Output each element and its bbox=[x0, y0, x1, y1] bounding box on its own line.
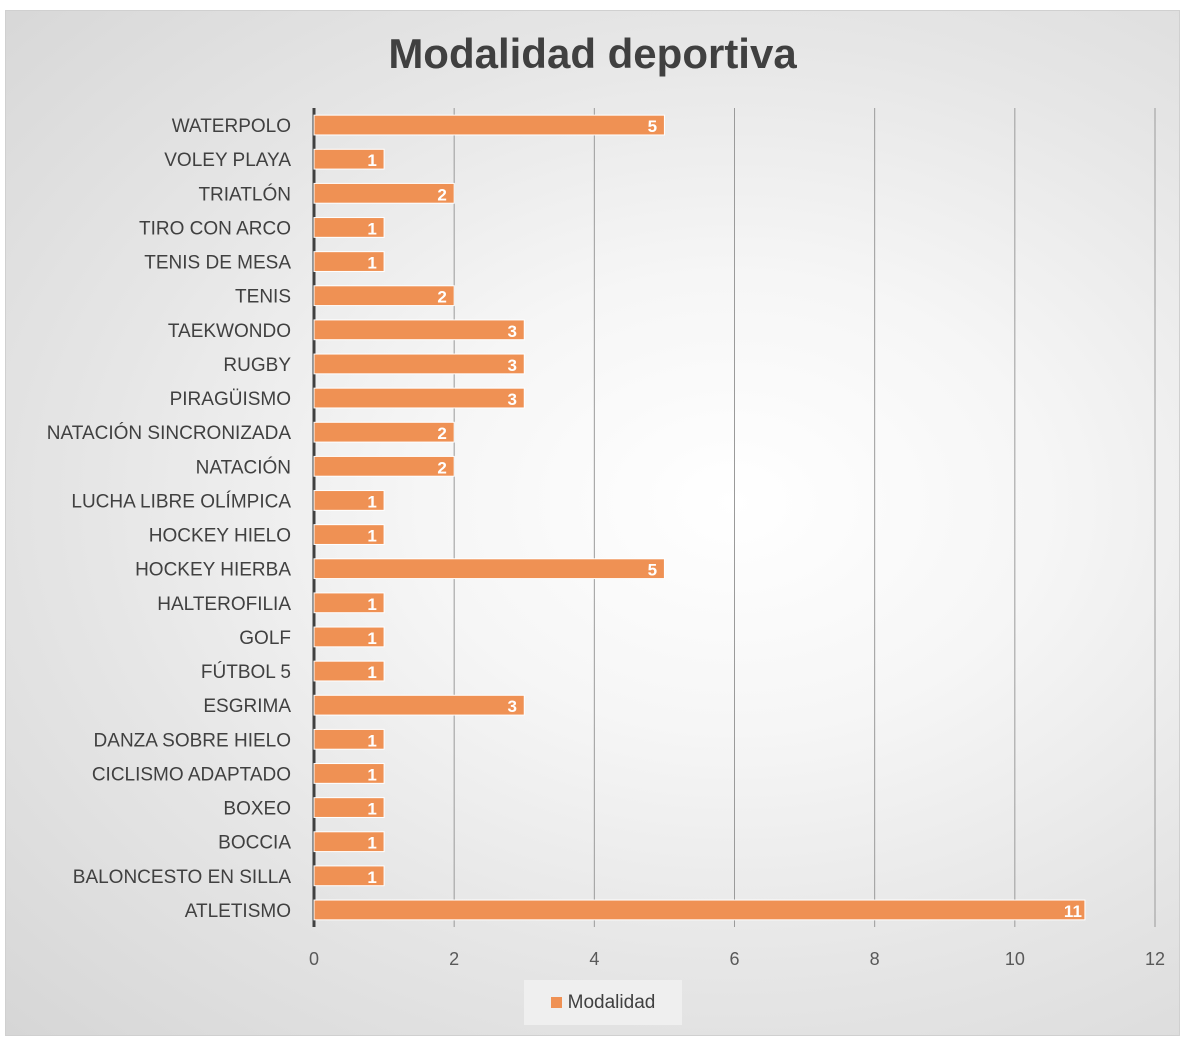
data-label: 3 bbox=[508, 697, 517, 716]
data-label: 1 bbox=[367, 629, 376, 648]
category-label: ATLETISMO bbox=[185, 901, 291, 922]
bar bbox=[313, 865, 385, 887]
data-label: 1 bbox=[367, 595, 376, 614]
legend-label: Modalidad bbox=[567, 991, 656, 1013]
category-label: TRIATLÓN bbox=[198, 183, 291, 205]
bar bbox=[313, 797, 385, 818]
category-label: PIRAGÜISMO bbox=[170, 389, 291, 410]
bar bbox=[313, 148, 385, 170]
data-label: 3 bbox=[508, 356, 517, 375]
bar bbox=[313, 114, 665, 136]
x-tick-label: 0 bbox=[309, 949, 319, 969]
data-label: 2 bbox=[437, 288, 446, 307]
category-label: BALONCESTO EN SILLA bbox=[73, 867, 292, 888]
bar bbox=[313, 353, 525, 375]
category-label: GOLF bbox=[239, 628, 291, 649]
x-tick-label: 8 bbox=[870, 949, 880, 969]
data-label: 1 bbox=[367, 492, 376, 511]
data-label: 1 bbox=[367, 527, 376, 546]
data-label: 1 bbox=[367, 219, 376, 238]
data-label: 2 bbox=[437, 185, 446, 204]
x-tick-label: 12 bbox=[1145, 949, 1165, 969]
bar bbox=[313, 626, 385, 648]
data-label: 1 bbox=[367, 254, 376, 273]
category-label: LUCHA LIBRE OLÍMPICA bbox=[71, 491, 291, 512]
data-label: 1 bbox=[367, 765, 376, 784]
chart-area bbox=[5, 10, 1180, 1036]
legend: Modalidad bbox=[524, 980, 682, 1025]
data-label: 1 bbox=[367, 151, 376, 170]
bar bbox=[313, 217, 385, 238]
category-label: HOCKEY HIELO bbox=[149, 526, 291, 547]
data-label: 1 bbox=[367, 868, 376, 887]
data-label: 2 bbox=[437, 424, 446, 443]
data-label: 2 bbox=[437, 458, 446, 477]
category-label: BOXEO bbox=[223, 799, 291, 820]
legend-swatch bbox=[550, 997, 562, 1008]
data-label: 3 bbox=[508, 390, 517, 409]
category-label: CICLISMO ADAPTADO bbox=[92, 764, 291, 785]
category-label: HOCKEY HIERBA bbox=[135, 560, 291, 581]
x-tick-label: 6 bbox=[729, 949, 739, 969]
category-label: TENIS bbox=[235, 287, 291, 308]
bar bbox=[313, 387, 525, 409]
category-label: TAEKWONDO bbox=[168, 321, 291, 342]
category-label: FÚTBOL 5 bbox=[201, 661, 291, 683]
data-label: 1 bbox=[367, 834, 376, 853]
bar bbox=[313, 421, 455, 443]
bar bbox=[313, 319, 525, 341]
bar bbox=[313, 490, 385, 511]
bar bbox=[313, 285, 455, 307]
bar bbox=[313, 524, 385, 545]
bar bbox=[313, 558, 665, 580]
x-tick-label: 4 bbox=[589, 949, 599, 969]
bar bbox=[313, 728, 385, 750]
bar bbox=[313, 660, 385, 682]
bar bbox=[313, 763, 385, 784]
category-label: RUGBY bbox=[223, 355, 291, 376]
data-label: 5 bbox=[648, 117, 657, 136]
bar bbox=[313, 592, 385, 614]
category-label: DANZA SOBRE HIELO bbox=[94, 730, 291, 751]
category-label: TIRO CON ARCO bbox=[139, 218, 291, 239]
category-label: WATERPOLO bbox=[172, 116, 291, 137]
bar bbox=[313, 899, 1086, 921]
category-label: NATACIÓN bbox=[196, 456, 291, 478]
category-label: TENIS DE MESA bbox=[144, 253, 291, 274]
data-label: 11 bbox=[1064, 902, 1082, 921]
bar bbox=[313, 251, 385, 272]
category-label: HALTEROFILIA bbox=[157, 594, 291, 615]
bar bbox=[313, 831, 385, 853]
chart-title: Modalidad deportiva bbox=[388, 30, 797, 77]
category-label: BOCCIA bbox=[218, 833, 291, 854]
category-label: ESGRIMA bbox=[203, 696, 291, 717]
data-label: 5 bbox=[648, 561, 657, 580]
category-label: VOLEY PLAYA bbox=[164, 150, 291, 171]
data-label: 3 bbox=[508, 322, 517, 341]
bar bbox=[313, 694, 525, 716]
category-label: NATACIÓN SINCRONIZADA bbox=[47, 422, 292, 444]
bar bbox=[313, 455, 455, 477]
x-tick-label: 10 bbox=[1005, 949, 1025, 969]
data-label: 1 bbox=[367, 663, 376, 682]
data-label: 1 bbox=[367, 731, 376, 750]
data-label: 1 bbox=[367, 800, 376, 819]
x-tick-label: 2 bbox=[449, 949, 459, 969]
bar bbox=[313, 182, 455, 204]
